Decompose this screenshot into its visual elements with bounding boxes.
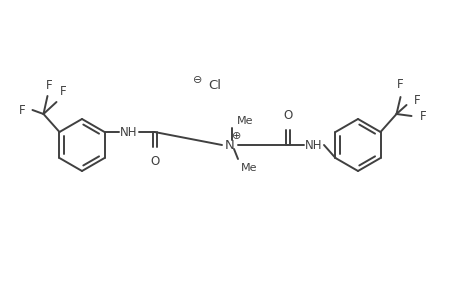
Text: Me: Me [241,163,257,173]
Text: O: O [150,155,159,168]
Text: F: F [413,94,419,106]
Text: F: F [46,79,53,92]
Text: F: F [19,103,25,116]
Text: Cl: Cl [207,79,220,92]
Text: F: F [396,78,403,91]
Text: ⊕: ⊕ [232,131,241,141]
Text: O: O [283,109,292,122]
Text: N: N [224,139,235,152]
Text: NH: NH [305,139,322,152]
Text: F: F [60,85,67,98]
Text: ⊖: ⊖ [193,75,202,85]
Text: F: F [419,110,425,122]
Text: Me: Me [236,116,253,126]
Text: NH: NH [119,125,137,139]
